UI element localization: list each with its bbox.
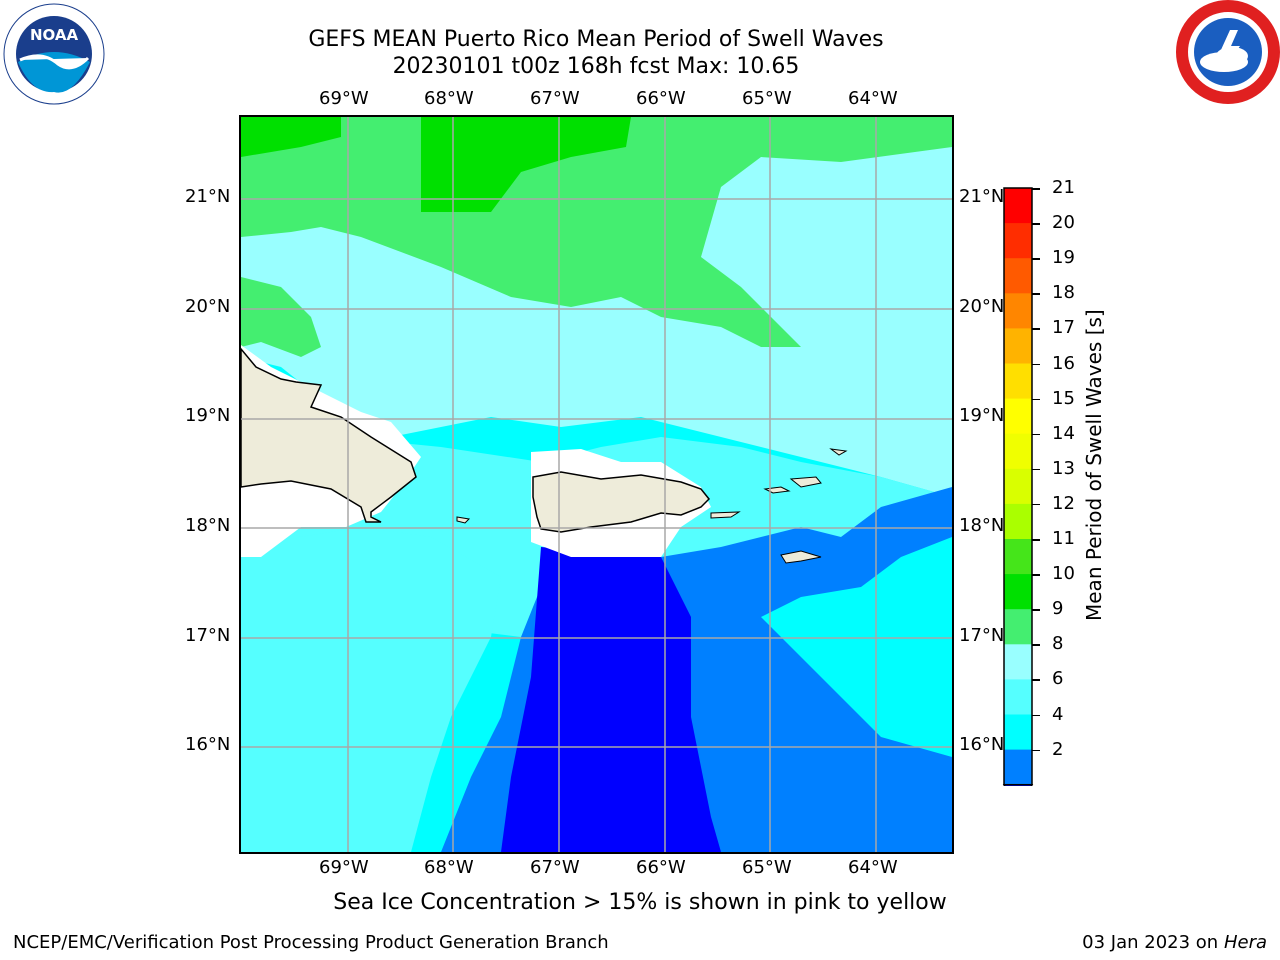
colorbar-tick-mark	[1032, 714, 1040, 716]
noaa-logo-text: NOAA	[30, 26, 79, 44]
colorbar-tick-label: 2	[1052, 738, 1064, 760]
footer-date: 03 Jan 2023 on Hera	[1082, 932, 1267, 953]
colorbar-tick-label: 9	[1052, 598, 1064, 620]
footer-branch: NCEP/EMC/Verification Post Processing Pr…	[13, 932, 609, 953]
colorbar-segment	[1004, 714, 1032, 751]
colorbar-tick-mark	[1032, 574, 1040, 576]
colorbar-tick-label: 19	[1052, 247, 1075, 269]
colorbar-tick-label: 11	[1052, 528, 1075, 549]
colorbar-segment	[1004, 328, 1032, 364]
colorbar-segment	[1004, 293, 1032, 329]
colorbar-tick-label: 17	[1052, 317, 1075, 339]
colorbar-tick-label: 4	[1052, 703, 1064, 725]
lat-tick-right-21n: 21°N	[959, 186, 1005, 207]
lat-tick-left-20n: 20°N	[185, 296, 231, 317]
colorbar-tick-mark	[1032, 644, 1040, 646]
lon-tick-top-67w: 67°W	[530, 88, 580, 109]
colorbar-segment	[1004, 398, 1032, 435]
colorbar-tick-label: 16	[1052, 352, 1075, 374]
lon-tick-top-65w: 65°W	[742, 88, 792, 109]
lat-tick-left-16n: 16°N	[185, 734, 231, 755]
colorbar-tick-mark	[1032, 679, 1040, 681]
lat-tick-left-17n: 17°N	[185, 625, 231, 646]
colorbar-tick-mark	[1032, 223, 1040, 225]
colorbar-tick-mark	[1032, 609, 1040, 611]
lon-tick-bottom-64w: 64°W	[848, 857, 898, 878]
colorbar-tick-label: 8	[1052, 633, 1064, 655]
colorbar-segment	[1004, 223, 1032, 259]
colorbar-tick-mark	[1032, 433, 1040, 436]
colorbar-segment	[1004, 749, 1032, 786]
lon-tick-bottom-67w: 67°W	[530, 857, 580, 878]
colorbar-tick-label: 12	[1052, 492, 1075, 514]
colorbar-tick-mark	[1032, 398, 1040, 401]
colorbar-tick-mark	[1032, 188, 1040, 190]
colorbar-tick-mark	[1032, 503, 1040, 506]
noaa-logo-icon: NOAA	[3, 3, 105, 105]
colorbar-segment	[1004, 679, 1032, 715]
colorbar-segment	[1004, 609, 1032, 645]
colorbar-tick-label: 20	[1052, 212, 1075, 234]
lat-tick-right-19n: 19°N	[959, 405, 1005, 426]
colorbar-segment	[1004, 503, 1032, 540]
colorbar-label: Mean Period of Swell Waves [s]	[1082, 309, 1106, 621]
colorbar-tick-label: 21	[1052, 177, 1075, 198]
colorbar-tick-label: 13	[1052, 457, 1075, 479]
swell-period-contours	[241, 117, 952, 852]
colorbar-segment	[1004, 644, 1032, 680]
lon-tick-bottom-69w: 69°W	[319, 857, 369, 878]
lat-tick-right-20n: 20°N	[959, 296, 1005, 317]
colorbar-tick-mark	[1032, 539, 1040, 541]
chart-subtitle: 20230101 t00z 168h fcst Max: 10.65	[392, 54, 800, 79]
lat-tick-right-18n: 18°N	[959, 515, 1005, 536]
nws-logo-icon	[1176, 0, 1280, 104]
colorbar-tick-mark	[1032, 363, 1040, 365]
sea-ice-note: Sea Ice Concentration > 15% is shown in …	[333, 890, 947, 915]
colorbar-tick-mark	[1032, 468, 1040, 471]
colorbar-tick-label: 6	[1052, 668, 1064, 690]
colorbar-tick-mark	[1032, 749, 1040, 752]
colorbar-tick-label: 10	[1052, 563, 1075, 585]
footer-host: Hera	[1223, 932, 1267, 953]
lon-tick-top-64w: 64°W	[848, 88, 898, 109]
lat-tick-left-21n: 21°N	[185, 186, 231, 207]
colorbar-segment	[1004, 433, 1032, 470]
footer-date-text: 03 Jan 2023 on	[1082, 932, 1224, 953]
colorbar-segment	[1004, 188, 1032, 224]
colorbar	[1002, 187, 1034, 786]
colorbar-tick-mark	[1032, 328, 1040, 330]
colorbar-tick-label: 15	[1052, 387, 1075, 409]
chart-title: GEFS MEAN Puerto Rico Mean Period of Swe…	[308, 27, 884, 52]
lat-tick-left-18n: 18°N	[185, 515, 231, 536]
colorbar-tick-mark	[1032, 258, 1040, 260]
colorbar-segment	[1004, 468, 1032, 505]
lon-tick-bottom-66w: 66°W	[636, 857, 686, 878]
colorbar-segment	[1004, 363, 1032, 400]
lat-tick-left-19n: 19°N	[185, 405, 231, 426]
colorbar-segment	[1004, 258, 1032, 294]
lon-tick-top-66w: 66°W	[636, 88, 686, 109]
lon-tick-bottom-65w: 65°W	[742, 857, 792, 878]
lon-tick-bottom-68w: 68°W	[424, 857, 474, 878]
colorbar-tick-label: 18	[1052, 282, 1075, 304]
colorbar-segment	[1004, 574, 1032, 610]
forecast-map	[239, 115, 954, 854]
lon-tick-top-69w: 69°W	[319, 88, 369, 109]
colorbar-tick-mark	[1032, 293, 1040, 295]
lat-tick-right-16n: 16°N	[959, 734, 1005, 755]
colorbar-outline	[1003, 187, 1033, 786]
colorbar-segment	[1004, 539, 1032, 575]
lon-tick-top-68w: 68°W	[424, 88, 474, 109]
lat-tick-right-17n: 17°N	[959, 625, 1005, 646]
colorbar-tick-label: 14	[1052, 422, 1075, 444]
